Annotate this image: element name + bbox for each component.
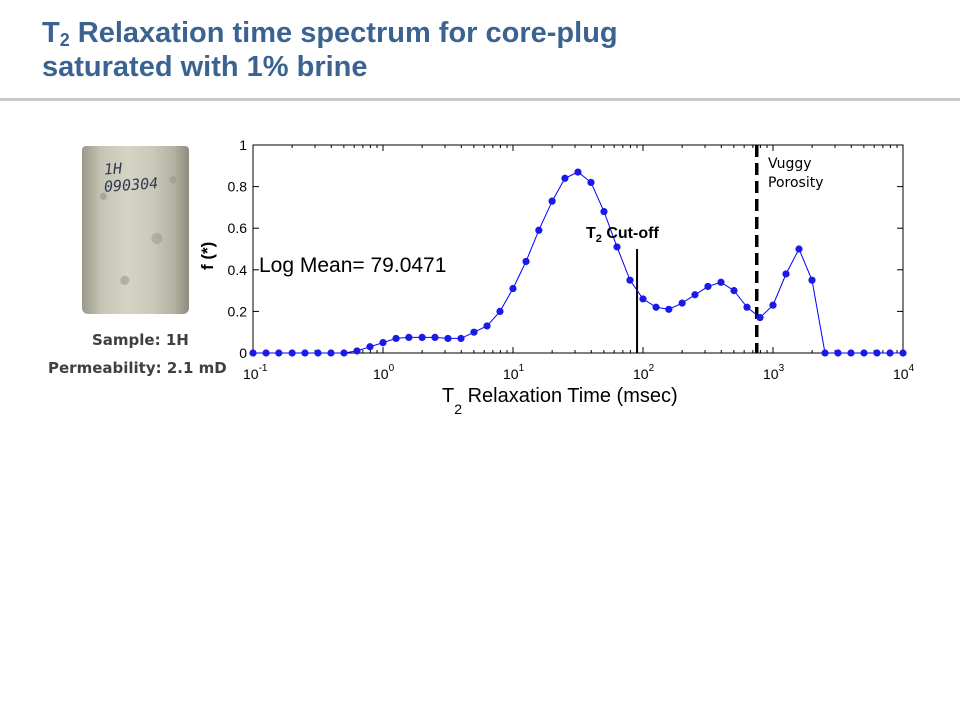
data-point bbox=[470, 328, 478, 336]
title-line2: saturated with 1% brine bbox=[42, 51, 368, 83]
data-point bbox=[496, 307, 504, 315]
data-point bbox=[704, 282, 712, 291]
cutoff-rest: Cut-off bbox=[602, 225, 660, 242]
x-axis-ticks: 10-1 100 101 102 103 104 bbox=[243, 145, 915, 382]
data-point bbox=[444, 334, 452, 343]
data-point bbox=[808, 276, 816, 284]
data-point bbox=[899, 349, 907, 357]
x-axis-title-rest: Relaxation Time (msec) bbox=[462, 385, 678, 407]
data-point bbox=[769, 301, 777, 309]
permeability-label: Permeability: 2.1 mD bbox=[48, 359, 227, 377]
title-T: T bbox=[42, 17, 60, 49]
data-point bbox=[275, 349, 283, 357]
data-point bbox=[340, 349, 348, 357]
data-point bbox=[522, 257, 530, 266]
x-tick-label: 101 bbox=[503, 363, 525, 382]
y-tick-label: 0.6 bbox=[228, 220, 248, 236]
data-point bbox=[327, 349, 335, 357]
plot-area bbox=[252, 144, 904, 354]
data-point bbox=[626, 276, 634, 284]
y-tick-label: 1 bbox=[239, 137, 247, 153]
data-point bbox=[366, 343, 374, 351]
x-tick-label: 104 bbox=[893, 363, 915, 382]
y-tick-label: 0.8 bbox=[228, 179, 248, 195]
data-point bbox=[743, 303, 751, 311]
series-markers bbox=[249, 168, 907, 357]
data-point bbox=[834, 349, 842, 357]
core-plug-texture bbox=[82, 146, 189, 314]
data-point bbox=[665, 305, 673, 313]
data-point bbox=[379, 339, 387, 347]
data-point bbox=[652, 303, 660, 311]
data-point bbox=[509, 284, 517, 293]
data-point bbox=[691, 291, 699, 299]
core-plug-image bbox=[82, 146, 189, 314]
slide-title: T2 Relaxation time spectrum for core-plu… bbox=[42, 16, 942, 84]
x-tick-label: 10-1 bbox=[243, 363, 268, 382]
sample-label: Sample: 1H bbox=[92, 331, 189, 349]
data-point bbox=[405, 333, 413, 341]
data-point bbox=[860, 349, 868, 357]
data-point bbox=[561, 174, 569, 182]
data-point bbox=[821, 349, 829, 357]
x-axis-title-T: T bbox=[442, 385, 454, 407]
data-point bbox=[301, 349, 309, 357]
data-point bbox=[418, 333, 426, 341]
x-tick-label: 102 bbox=[633, 363, 655, 382]
data-point bbox=[249, 349, 257, 357]
y-axis-title: f (*) bbox=[198, 242, 217, 270]
data-point bbox=[587, 178, 595, 187]
data-point bbox=[548, 197, 556, 205]
data-point bbox=[262, 349, 270, 357]
vuggy-label-line1: Vuggy bbox=[768, 156, 812, 172]
cutoff-T: T bbox=[586, 225, 596, 242]
data-point bbox=[431, 333, 439, 341]
data-point bbox=[574, 168, 582, 176]
data-point bbox=[288, 349, 296, 357]
data-point bbox=[782, 270, 790, 278]
y-tick-label: 0.4 bbox=[228, 262, 248, 278]
data-point bbox=[678, 299, 686, 307]
data-point bbox=[600, 207, 608, 216]
data-point bbox=[730, 287, 738, 295]
data-point bbox=[639, 295, 647, 303]
log-mean-annotation: Log Mean= 79.0471 bbox=[259, 254, 446, 277]
data-point bbox=[717, 278, 725, 286]
y-tick-label: 0 bbox=[239, 345, 247, 361]
data-point bbox=[353, 347, 361, 355]
data-point bbox=[886, 349, 894, 357]
title-rest: Relaxation time spectrum for core-plug bbox=[69, 17, 618, 49]
data-point bbox=[873, 349, 881, 357]
vuggy-label-line2: Porosity bbox=[768, 175, 823, 191]
data-point bbox=[795, 245, 803, 253]
data-point bbox=[756, 314, 764, 322]
data-point bbox=[314, 349, 322, 357]
cutoff-annotation: T2 Cut-off bbox=[586, 225, 659, 245]
title-divider bbox=[0, 98, 960, 101]
x-axis-title-subscript: 2 bbox=[454, 401, 462, 417]
data-point bbox=[457, 334, 465, 343]
data-point bbox=[613, 243, 621, 251]
x-tick-label: 103 bbox=[763, 363, 785, 382]
title-subscript: 2 bbox=[59, 30, 70, 50]
cutoff-subscript: 2 bbox=[596, 233, 602, 245]
data-point bbox=[483, 322, 491, 330]
data-point bbox=[535, 226, 543, 234]
x-tick-label: 100 bbox=[373, 363, 395, 382]
x-axis-title: T2 Relaxation Time (msec) bbox=[442, 385, 678, 417]
data-point bbox=[392, 334, 400, 343]
data-point bbox=[847, 349, 855, 357]
y-tick-label: 0.2 bbox=[228, 303, 248, 319]
